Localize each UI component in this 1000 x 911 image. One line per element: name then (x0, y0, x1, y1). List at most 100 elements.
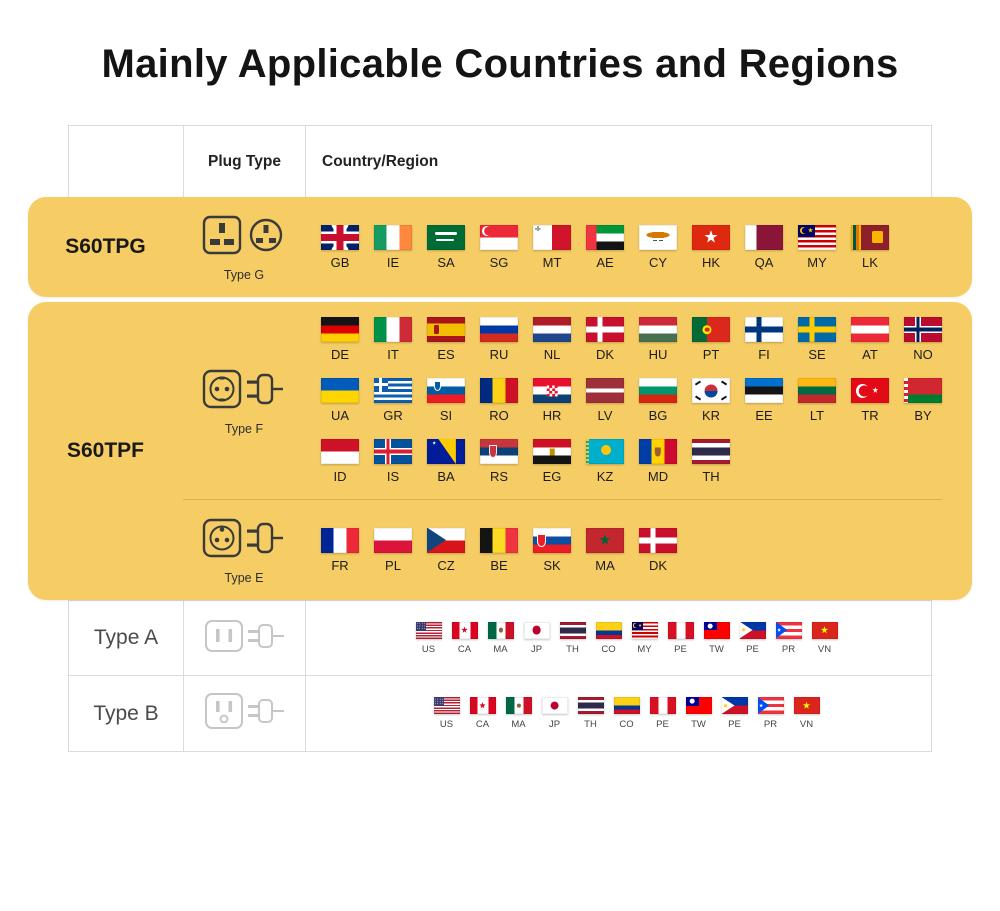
flag-code: PE (728, 719, 741, 730)
flag-th: TH (577, 697, 604, 730)
rs-flag-icon (480, 439, 518, 464)
flag-code: MD (647, 469, 669, 484)
hr-flag-icon (533, 378, 571, 403)
flag-code: DK (595, 347, 615, 362)
flag-emblem (775, 621, 788, 639)
flag-code: BA (437, 469, 455, 484)
flag-emblem (659, 239, 664, 241)
flag-hr: HR (533, 378, 571, 423)
band-right: Type F DE IT ES RU NL DK HU PT FI SE AT NO UA GR SI RO HR… (183, 302, 980, 600)
country-flags-cell: FR PL CZ BE SK MA DK (305, 515, 942, 585)
plug-cell (184, 676, 306, 751)
table-body: S60TPG Type G GB IE SA SG MT AE CY HK QA MY LK S60TPF… (28, 197, 972, 752)
flag-emblem (638, 623, 642, 627)
plug-type-label: Type G (223, 268, 265, 282)
flag-code: DK (648, 557, 668, 573)
flag-emblem (438, 439, 456, 464)
flag-row: ID IS BA RS EG KZ MD TH (321, 439, 942, 484)
sk-flag-icon (533, 527, 571, 553)
flag-code: ID (333, 469, 347, 484)
row-type-b: Type B US CA MA JP TH CO PE TW PE PR VN (68, 676, 932, 752)
flag-emblem (535, 225, 541, 232)
flag-pe: PE (667, 621, 694, 655)
flag-code: VN (799, 719, 814, 730)
flag-emblem (434, 232, 458, 235)
flag-code: MA (493, 643, 508, 655)
flag-code: TH (702, 469, 720, 484)
flag-code: TW (709, 643, 724, 655)
gb-flag-icon (321, 224, 359, 250)
flag-code: HR (542, 408, 562, 423)
header-country-region-label: Country/Region (322, 152, 439, 170)
gr-flag-icon (374, 378, 412, 403)
ma-flag-icon (586, 527, 624, 553)
flag-emblem (546, 385, 558, 396)
flag-emblem (433, 325, 439, 334)
tr-flag-icon (851, 378, 889, 403)
us-flag-icon (433, 697, 460, 714)
flag-emblem (872, 387, 879, 393)
tw-flag-icon (685, 697, 712, 714)
flag-us: US (433, 697, 460, 730)
th-flag-icon (559, 621, 586, 639)
flag-emblem (434, 697, 444, 706)
hk-flag-icon (692, 224, 730, 250)
flag-code: PR (781, 643, 796, 655)
flag-code: RS (489, 469, 509, 484)
flag-code: JP (530, 643, 543, 655)
flag-ru: RU (480, 317, 518, 362)
flag-emblem (799, 227, 807, 234)
flag-code: CA (475, 719, 490, 730)
flag-cz: CZ (427, 527, 465, 573)
header-plug-type-label: Plug Type (184, 126, 306, 197)
flag-sa: SA (427, 224, 465, 270)
kr-flag-icon (692, 378, 730, 403)
flag-si: SI (427, 378, 465, 423)
flag-at: AT (851, 317, 889, 362)
ph-flag-icon (721, 697, 748, 714)
ee-flag-icon (745, 378, 783, 403)
flag-code: AE (596, 254, 614, 270)
is-flag-icon (374, 439, 412, 464)
flag-mt: MT (533, 224, 571, 270)
flag-kz: KZ (586, 439, 624, 484)
flag-emblem (689, 698, 695, 704)
flag-row: US CA MA JP TH CO PE TW PE PR VN (433, 697, 820, 730)
flag-emblem (374, 378, 389, 392)
flag-ca: CA (469, 697, 496, 730)
flag-pe: PE (649, 697, 676, 730)
qa-flag-icon (745, 224, 783, 250)
model-label-s60tpf: S60TPF (66, 439, 145, 462)
sa-flag-icon (427, 224, 465, 250)
flag-emblem (632, 623, 638, 628)
flag-emblem (856, 383, 870, 398)
flag-mx: MA (487, 621, 514, 655)
flag-sg: SG (480, 224, 518, 270)
flag-emblem (416, 622, 426, 630)
plug-cell: Type F (183, 317, 305, 484)
vn-flag-icon (793, 697, 820, 714)
md-flag-icon (639, 439, 677, 464)
flag-jp: JP (541, 697, 568, 730)
flag-emblem (741, 628, 745, 632)
co-flag-icon (613, 697, 640, 714)
flag-emblem (461, 626, 468, 633)
vn-flag-icon (811, 621, 838, 639)
flag-code: IT (387, 347, 399, 362)
country-flags-cell: DE IT ES RU NL DK HU PT FI SE AT NO UA GR SI RO HR LV BG KR… (305, 317, 942, 484)
flag-code: MT (542, 254, 562, 270)
flag-emblem (759, 703, 764, 708)
flag-code: DE (330, 347, 350, 362)
flag-ca: CA (451, 621, 478, 655)
se-flag-icon (798, 317, 836, 342)
flag-code: CZ (437, 557, 455, 573)
flag-code: GB (330, 254, 350, 270)
flag-code: KR (701, 408, 721, 423)
flag-code: CA (457, 643, 472, 655)
flag-tw: TW (685, 697, 712, 730)
plug-section-type-f: Type F DE IT ES RU NL DK HU PT FI SE AT NO UA GR SI RO HR… (183, 302, 942, 499)
flag-code: IE (386, 254, 400, 270)
flag-jp: JP (523, 621, 550, 655)
flag-code: SI (439, 408, 453, 423)
flag-emblem (550, 701, 559, 710)
